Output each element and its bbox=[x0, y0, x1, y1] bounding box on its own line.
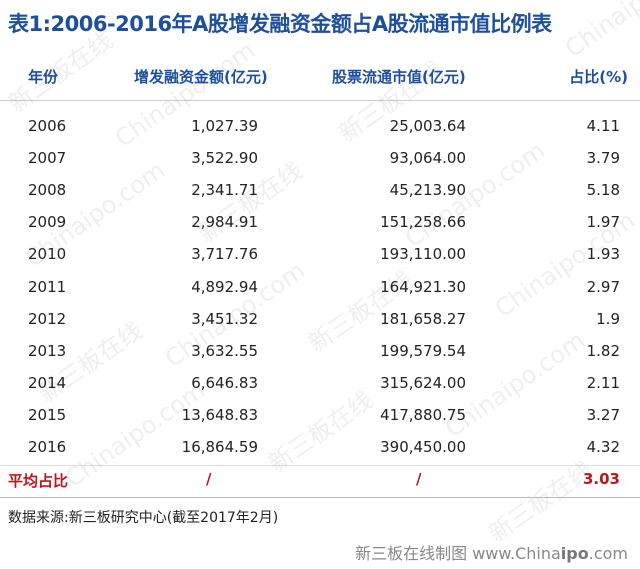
table-cell: 2,341.71 bbox=[191, 181, 258, 200]
table-cell: 2016 bbox=[28, 438, 67, 456]
table-cell: 1,027.39 bbox=[191, 117, 258, 135]
watermark: Chinaipo.com bbox=[60, 376, 211, 493]
table-cell: 13,648.83 bbox=[181, 405, 258, 424]
table-cell: 5.18 bbox=[586, 181, 620, 200]
table-cell: 181,658.27 bbox=[380, 309, 466, 328]
watermark: Chinaipo.com bbox=[560, 0, 640, 63]
table-cell: 1.9 bbox=[596, 309, 620, 328]
column-header: 增发融资金额(亿元) bbox=[134, 68, 268, 86]
table-cell: 4,892.94 bbox=[191, 277, 258, 296]
table-cell: 2009 bbox=[28, 213, 67, 232]
table-cell: 3,632.55 bbox=[191, 341, 258, 360]
table-cell: 16,864.59 bbox=[181, 438, 258, 456]
table-cell: 2013 bbox=[28, 341, 67, 360]
table-cell: 199,579.54 bbox=[380, 341, 466, 360]
table-cell: 2,984.91 bbox=[191, 213, 258, 232]
watermark: Chinaipo.com bbox=[110, 36, 261, 153]
table-cell: 1.97 bbox=[586, 213, 620, 232]
table-cell: 2012 bbox=[28, 309, 67, 328]
column-header: 年份 bbox=[28, 68, 59, 86]
table-cell: 4.32 bbox=[586, 438, 620, 456]
table-cell: 1.82 bbox=[586, 341, 620, 360]
table-cell: 2006 bbox=[28, 117, 67, 135]
table-cell: 2010 bbox=[28, 245, 67, 264]
footer-text: 新三板在线制图 www.China bbox=[355, 544, 561, 563]
average-rule bbox=[0, 465, 640, 466]
footer-bold: ipo bbox=[560, 544, 589, 563]
table-cell: 315,624.00 bbox=[380, 373, 466, 392]
table-cell: 2008 bbox=[28, 181, 67, 200]
footer-text: .com bbox=[588, 544, 628, 563]
table-cell: 2015 bbox=[28, 405, 67, 424]
table-cell: 2011 bbox=[28, 277, 67, 296]
average-cell: 3.03 bbox=[582, 470, 620, 488]
table-cell: 3,717.76 bbox=[191, 245, 258, 264]
bottom-rule bbox=[0, 497, 640, 498]
table-cell: 25,003.64 bbox=[389, 117, 466, 135]
source-note: 数据来源:新三板研究中心(截至2017年2月) bbox=[8, 510, 279, 526]
table-cell: 151,258.66 bbox=[380, 213, 466, 232]
average-cell: / bbox=[416, 470, 422, 488]
table-cell: 2.11 bbox=[586, 373, 620, 392]
table-cell: 3.79 bbox=[586, 149, 620, 168]
table-cell: 417,880.75 bbox=[380, 405, 466, 424]
table-cell: 3,522.90 bbox=[191, 149, 258, 168]
table-cell: 93,064.00 bbox=[389, 149, 466, 168]
average-cell: 平均占比 bbox=[8, 472, 69, 490]
table-cell: 6,646.83 bbox=[191, 373, 258, 392]
table-cell: 1.93 bbox=[586, 245, 620, 264]
header-rule bbox=[0, 100, 640, 101]
table-cell: 2014 bbox=[28, 373, 67, 392]
table-cell: 4.11 bbox=[586, 117, 620, 135]
table-cell: 164,921.30 bbox=[380, 277, 466, 296]
table-title: 表1:2006-2016年A股增发融资金额占A股流通市值比例表 bbox=[8, 12, 552, 36]
table-cell: 3.27 bbox=[586, 405, 620, 424]
table-cell: 2.97 bbox=[586, 277, 620, 296]
average-cell: / bbox=[206, 470, 212, 488]
column-header: 占比(%) bbox=[569, 68, 628, 86]
table-cell: 2007 bbox=[28, 149, 67, 168]
table-cell: 390,450.00 bbox=[380, 438, 466, 456]
column-header: 股票流通市值(亿元) bbox=[332, 68, 466, 86]
table-cell: 45,213.90 bbox=[389, 181, 466, 200]
footer: 新三板在线制图 www.Chinaipo.com bbox=[355, 540, 628, 564]
table-cell: 3,451.32 bbox=[191, 309, 258, 328]
table-cell: 193,110.00 bbox=[380, 245, 466, 264]
